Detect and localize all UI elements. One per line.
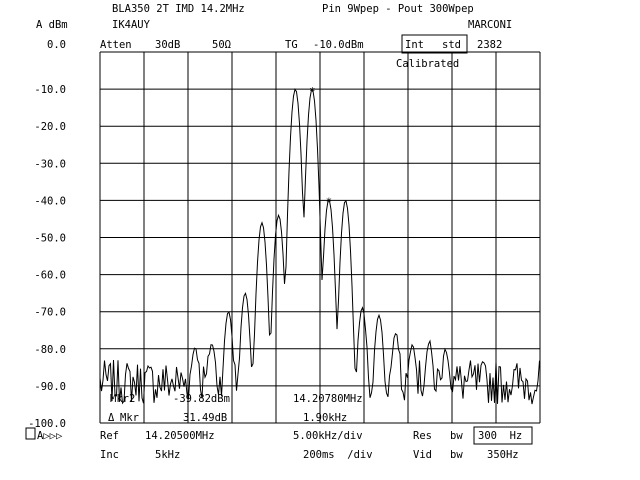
ref-frequency: 14.20500MHz bbox=[145, 430, 215, 442]
delta-frequency: 1.90kHz bbox=[303, 412, 347, 424]
brand-label: MARCONI bbox=[468, 19, 512, 31]
marker-level: -39.82dBm bbox=[173, 393, 230, 405]
impedance-value: 50Ω bbox=[212, 39, 231, 51]
inc-label: Inc bbox=[100, 449, 119, 461]
marker-point: * bbox=[326, 197, 332, 209]
res-bw-box bbox=[473, 426, 533, 445]
unit-label: A dBm bbox=[36, 19, 68, 31]
span-per-div: 5.00kHz/div bbox=[293, 430, 363, 442]
vid-bw-value: 350Hz bbox=[487, 449, 519, 461]
plot-subtitle: Pin 9Wpep - Pout 300Wpep bbox=[322, 3, 474, 15]
y-tick-label: -70.0 bbox=[34, 307, 66, 319]
int-std-box bbox=[401, 34, 468, 54]
marker-frequency: 14.20780MHz bbox=[293, 393, 363, 405]
y-tick-label: -50.0 bbox=[34, 233, 66, 245]
y-tick-label: -100.0 bbox=[28, 418, 66, 430]
inc-value: 5kHz bbox=[155, 449, 180, 461]
spectrum-trace bbox=[99, 88, 540, 405]
plot-title: BLA350 2T IMD 14.2MHz bbox=[112, 3, 245, 15]
y-tick-label: -30.0 bbox=[34, 158, 66, 170]
y-tick-label: -40.0 bbox=[34, 195, 66, 207]
res-label: Res bbox=[413, 430, 432, 442]
y-tick-label: -80.0 bbox=[34, 344, 66, 356]
marker-symbols: ** bbox=[309, 86, 332, 209]
y-tick-label: 0.0 bbox=[47, 39, 66, 51]
vid-label: Vid bbox=[413, 449, 432, 461]
marker-point: * bbox=[309, 86, 315, 98]
sweep-time: 200ms /div bbox=[303, 449, 373, 461]
delta-symbol: Δ bbox=[108, 412, 115, 424]
delta-marker-label: Mkr bbox=[120, 412, 139, 424]
delta-level: 31.49dB bbox=[183, 412, 227, 424]
y-axis-labels: 0.0 -10.0 -20.0 -30.0 -40.0 -50.0 -60.0 -70.0 -8… bbox=[28, 39, 66, 430]
vid-bw-label: bw bbox=[450, 449, 463, 461]
atten-value: 30dB bbox=[155, 39, 180, 51]
res-bw-value: 300 Hz bbox=[478, 430, 522, 442]
ref-label: Ref bbox=[100, 430, 119, 442]
y-tick-label: -10.0 bbox=[34, 84, 66, 96]
std-label: std bbox=[442, 39, 461, 51]
plot-grid bbox=[99, 51, 541, 424]
status-indicator-icon bbox=[25, 427, 36, 440]
y-tick-label: -20.0 bbox=[34, 121, 66, 133]
status-glyphs: A▷▷▷ bbox=[37, 430, 63, 442]
calibrated-label: Calibrated bbox=[396, 58, 459, 70]
atten-label: Atten bbox=[100, 39, 132, 51]
int-label: Int bbox=[405, 39, 424, 51]
marker-label: Mkr2 bbox=[110, 393, 135, 405]
y-tick-label: -90.0 bbox=[34, 381, 66, 393]
tg-label: TG bbox=[285, 39, 298, 51]
y-tick-label: -60.0 bbox=[34, 270, 66, 282]
model-number: 2382 bbox=[477, 39, 502, 51]
callsign: IK4AUY bbox=[112, 19, 151, 31]
tg-level: -10.0dBm bbox=[313, 39, 364, 51]
res-bw-label: bw bbox=[450, 430, 463, 442]
